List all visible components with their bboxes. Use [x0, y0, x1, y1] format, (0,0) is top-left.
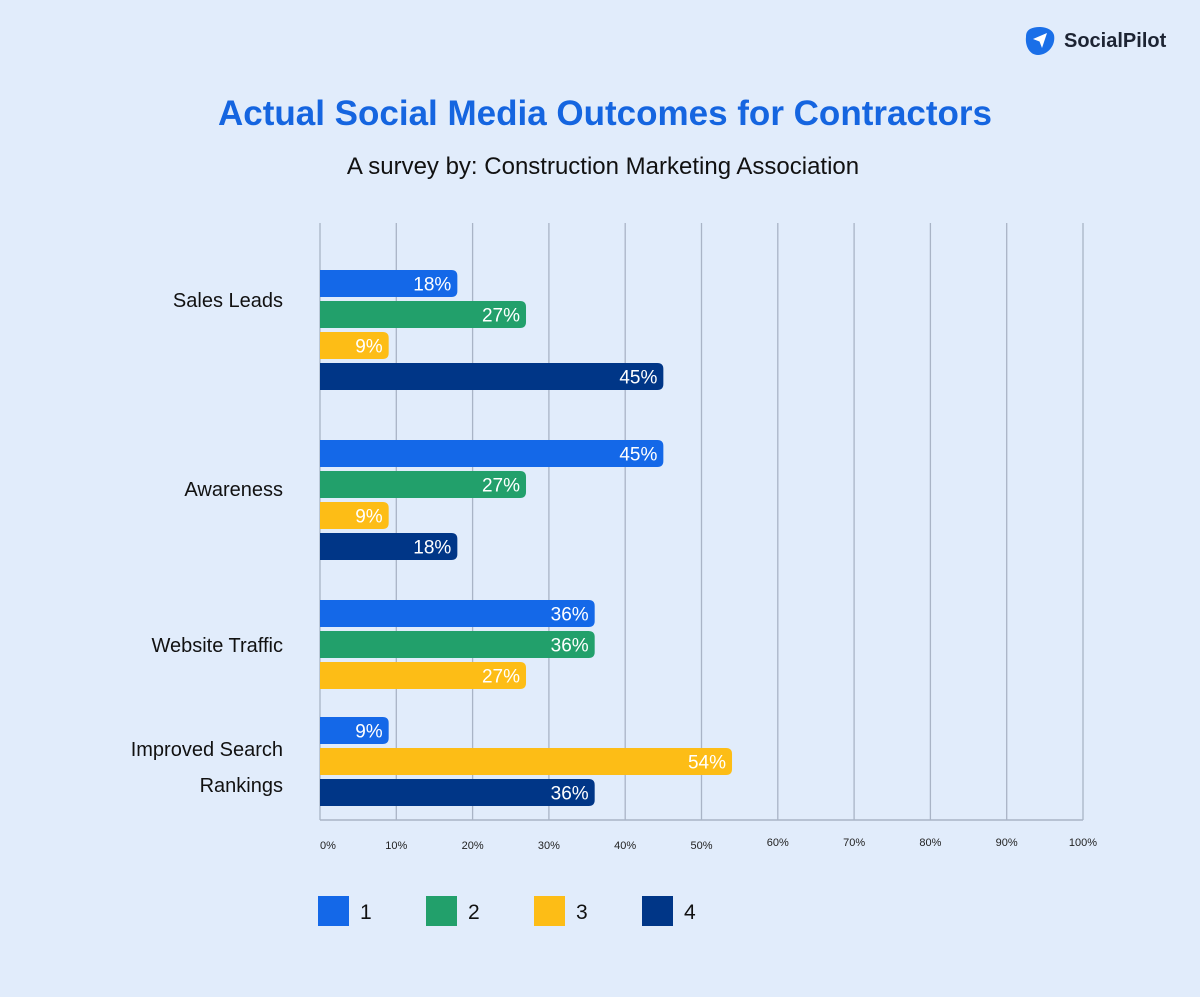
- x-tick-label: 80%: [919, 837, 941, 849]
- bar-1: [320, 270, 458, 297]
- bar-3: [320, 332, 389, 359]
- paper-plane-icon: [1025, 27, 1055, 55]
- legend-label: 3: [576, 901, 588, 924]
- data-label: 27%: [482, 306, 520, 327]
- bar-3: [320, 662, 527, 689]
- bar-2: [320, 631, 595, 658]
- bar-4: [320, 533, 458, 560]
- chart-subtitle: A survey by: Construction Marketing Asso…: [346, 153, 860, 180]
- data-label: 45%: [619, 445, 657, 466]
- x-tick-label: 10%: [385, 840, 407, 852]
- legend-label: 1: [360, 901, 372, 924]
- category-label: Improved Search: [131, 739, 283, 761]
- data-label: 27%: [482, 476, 520, 497]
- x-tick-label: 100%: [1069, 837, 1097, 849]
- bar-2: [320, 301, 527, 328]
- data-label: 54%: [688, 753, 726, 774]
- bar-4: [320, 779, 595, 806]
- socialpilot-logo: SocialPilot: [1024, 25, 1166, 57]
- bar-1: [320, 440, 664, 467]
- legend-label: 4: [684, 901, 696, 924]
- bar-4: [320, 363, 664, 390]
- x-tick-label: 70%: [843, 837, 865, 849]
- data-label: 36%: [551, 636, 589, 657]
- data-label: 9%: [355, 722, 383, 743]
- chart-title: Actual Social Media Outcomes for Contrac…: [217, 94, 993, 133]
- data-label: 18%: [413, 275, 451, 296]
- logo-text: SocialPilot: [1064, 29, 1167, 52]
- data-label: 18%: [413, 538, 451, 559]
- data-label: 27%: [482, 667, 520, 688]
- category-label: Rankings: [200, 775, 283, 797]
- data-label: 9%: [355, 337, 383, 358]
- legend-label: 2: [468, 901, 480, 924]
- x-tick-label: 50%: [690, 840, 712, 852]
- x-tick-label: 90%: [996, 837, 1018, 849]
- category-label: Awareness: [184, 479, 283, 501]
- x-tick-label: 60%: [767, 837, 789, 849]
- bar-3: [320, 502, 389, 529]
- data-label: 9%: [355, 507, 383, 528]
- legend-swatch-2: [426, 896, 457, 926]
- legend-swatch-3: [534, 896, 565, 926]
- x-tick-label: 30%: [538, 840, 560, 852]
- x-tick-label: 20%: [462, 840, 484, 852]
- data-label: 36%: [551, 605, 589, 626]
- bar-1: [320, 717, 389, 744]
- legend-swatch-1: [318, 896, 349, 926]
- x-tick-label: 0%: [320, 840, 336, 852]
- category-label: Sales Leads: [173, 290, 283, 312]
- bar-3: [320, 748, 733, 775]
- bar-2: [320, 471, 527, 498]
- bar-1: [320, 600, 595, 627]
- x-tick-label: 40%: [614, 840, 636, 852]
- legend-swatch-4: [642, 896, 673, 926]
- category-label: Website Traffic: [151, 635, 283, 657]
- data-label: 45%: [619, 368, 657, 389]
- data-label: 36%: [551, 784, 589, 805]
